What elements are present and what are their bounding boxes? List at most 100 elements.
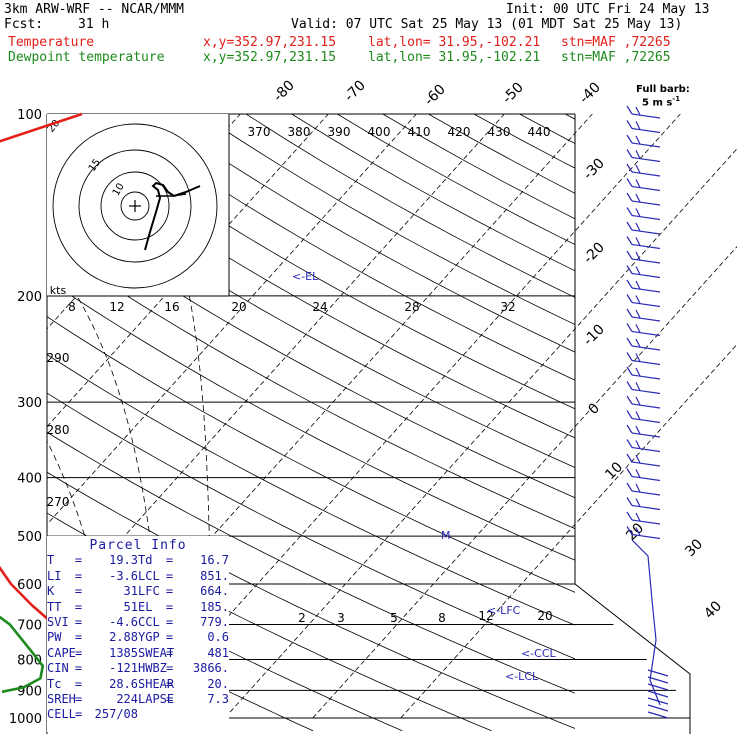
wind-barb xyxy=(631,229,661,235)
wind-barb-flag xyxy=(635,527,641,536)
parcel-eq: = xyxy=(74,568,83,583)
parcel-value: 28.6 xyxy=(109,676,138,691)
wind-barb-flag xyxy=(626,366,633,376)
theta-label: 370 xyxy=(248,125,271,139)
wind-barb-flag xyxy=(626,163,633,173)
parcel-eq: = xyxy=(166,661,174,676)
parcel-value: 481 xyxy=(207,645,229,660)
wind-barb-flag xyxy=(635,396,641,406)
isotherm xyxy=(312,246,737,719)
mixing-ratio-label: 3 xyxy=(337,611,345,625)
wind-barb xyxy=(631,461,661,467)
upper-axis-label: 12 xyxy=(109,300,124,314)
dry-adiabat xyxy=(47,135,575,439)
parcel-row: SVI = -4.6 CCL = 779. xyxy=(47,615,229,630)
pressure-label: 1000 xyxy=(9,712,42,727)
parcel-key: LI xyxy=(47,568,62,583)
wind-barb-flag xyxy=(626,395,633,405)
dry-adiabat xyxy=(245,114,575,298)
wind-barb-flag xyxy=(635,382,641,391)
parcel-eq: = xyxy=(166,645,174,660)
dewpoint-latlon: lat,lon= 31.95,-102.21 xyxy=(368,50,541,65)
wind-barb-flag xyxy=(635,222,641,232)
hodograph-unit: kts xyxy=(50,284,67,297)
wind-barb-flag xyxy=(635,440,641,449)
parcel-key: EL xyxy=(138,599,153,614)
parcel-value: 257/08 xyxy=(94,707,138,722)
wind-barb-flag xyxy=(635,135,641,145)
wind-barb xyxy=(631,432,661,438)
wind-barb-flag xyxy=(626,134,633,144)
parcel-row: PW = 2.88 YGP = 0.6 xyxy=(47,630,229,645)
wind-barb xyxy=(631,171,661,177)
wind-barb-flag xyxy=(626,149,633,158)
wind-barb xyxy=(631,504,661,511)
init-time: Init: 00 UTC Fri 24 May 13 xyxy=(506,2,710,17)
wind-barb-flag xyxy=(626,323,633,332)
model-title: 3km ARW-WRF -- NCAR/MMM xyxy=(4,2,185,17)
parcel-eq: = xyxy=(165,568,174,583)
parcel-eq: = xyxy=(165,553,174,568)
wind-scale-title: Full barb: xyxy=(636,84,690,95)
parcel-eq: = xyxy=(165,630,174,645)
parcel-cell: CCL = 779. xyxy=(138,615,229,630)
hodograph-ring xyxy=(78,149,192,263)
wind-barb xyxy=(631,330,661,337)
parcel-row: TT = 51 EL = 185. xyxy=(47,600,229,615)
parcel-value: 851. xyxy=(200,568,229,583)
hodograph-ring xyxy=(52,123,218,289)
wind-barb-flag xyxy=(635,251,641,261)
wind-barb-flag xyxy=(635,338,641,348)
right-axis-extension xyxy=(574,583,691,734)
wind-barb xyxy=(631,200,661,206)
parcel-value: -4.6 xyxy=(109,615,138,630)
parcel-cell: PW = 2.88 xyxy=(47,630,138,645)
wind-barb xyxy=(631,374,661,380)
wind-barb xyxy=(647,697,669,705)
parcel-value: 0.6 xyxy=(207,630,229,645)
isotherm-label: -80 xyxy=(270,77,297,104)
level-marker: <-EL xyxy=(292,270,319,283)
parcel-cell: HWBZ = 3866. xyxy=(138,661,229,676)
theta-label: 380 xyxy=(288,125,311,139)
parcel-key: LAPSE xyxy=(138,692,175,707)
theta-label: 410 xyxy=(408,125,431,139)
dry-adiabat xyxy=(47,392,575,660)
upper-axis-label: 16 xyxy=(164,300,179,314)
parcel-eq: = xyxy=(75,692,83,707)
theta-label: 420 xyxy=(448,125,471,139)
dewpoint-station: stn=MAF ,72265 xyxy=(561,50,671,65)
wind-barb-flag xyxy=(626,221,633,231)
wind-barb xyxy=(631,185,661,192)
parcel-cell: SVI = -4.6 xyxy=(47,615,138,630)
wind-barb-flag xyxy=(635,498,641,507)
parcel-cell: TT = 51 xyxy=(47,600,138,615)
legend-temperature: Temperature xyxy=(8,35,95,50)
dry-adiabat xyxy=(47,316,575,593)
wind-barb xyxy=(647,669,669,677)
parcel-eq: = xyxy=(74,661,83,676)
isotherm-label: -20 xyxy=(580,239,607,266)
wind-barb xyxy=(647,704,669,712)
wind-barb-flag xyxy=(635,164,641,174)
parcel-cell: EL = 185. xyxy=(138,600,229,615)
parcel-key: CCL xyxy=(138,615,160,630)
parcel-cell: LFC = 664. xyxy=(138,584,229,599)
wind-barb xyxy=(631,519,661,525)
parcel-row: CIN = -121 HWBZ = 3866. xyxy=(47,661,229,676)
theta-e-label: 280 xyxy=(47,423,70,437)
wind-barb-flag xyxy=(626,381,633,390)
wind-barb-flag xyxy=(626,482,633,492)
wind-barb-flag xyxy=(626,308,633,318)
moist-adiabat xyxy=(188,295,214,731)
wind-barb xyxy=(631,243,661,250)
parcel-cell: LI = -3.6 xyxy=(47,569,138,584)
parcel-info-title: Parcel Info xyxy=(89,538,187,553)
level-marker: <-CCL xyxy=(521,647,557,660)
parcel-key: SWEAT xyxy=(138,645,175,660)
isotherm-label: 40 xyxy=(701,598,725,622)
wind-barb-flag xyxy=(626,497,633,506)
wind-barb-flag xyxy=(626,294,633,303)
level-marker: <-LFC xyxy=(487,604,521,617)
